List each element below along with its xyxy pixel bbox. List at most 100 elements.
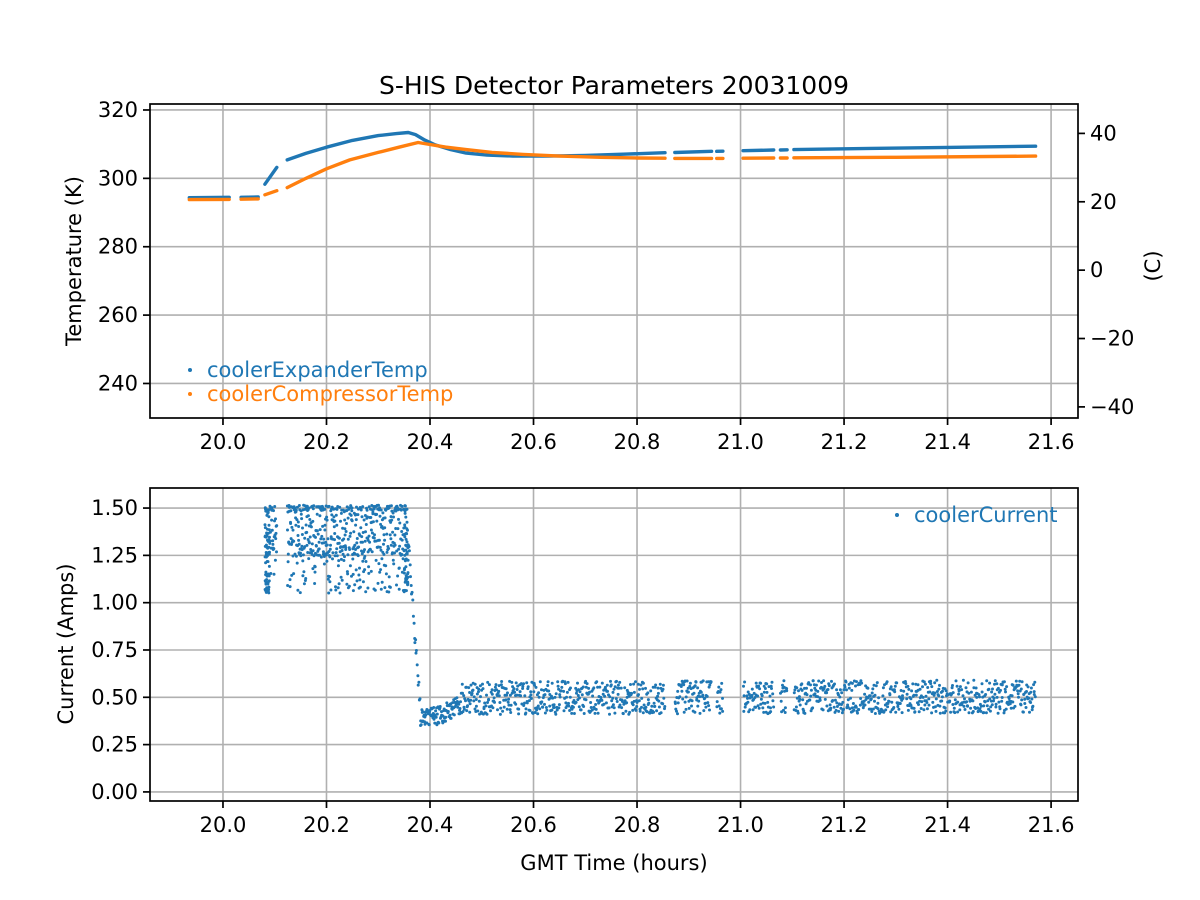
series-line-coolerExpanderTemp (792, 144, 1038, 152)
scatter-point (379, 548, 383, 552)
scatter-point (905, 697, 909, 701)
scatter-point (384, 572, 388, 576)
scatter-point (678, 695, 682, 699)
scatter-point (325, 559, 329, 563)
scatter-point (384, 564, 388, 568)
scatter-point (599, 695, 603, 699)
tick-label: −40 (1090, 395, 1134, 419)
scatter-point (688, 684, 692, 688)
scatter-point (783, 711, 787, 714)
scatter-point (884, 708, 888, 712)
scatter-point (830, 679, 833, 683)
scatter-point (380, 580, 384, 584)
scatter-point (449, 716, 453, 720)
scatter-point (364, 590, 368, 594)
scatter-point (334, 513, 338, 517)
scatter-point (606, 689, 609, 693)
scatter-point (967, 691, 971, 695)
scatter-point (793, 688, 797, 692)
scatter-point (759, 702, 763, 706)
scatter-point (335, 507, 339, 511)
scatter-point (1005, 685, 1009, 689)
scatter-point (566, 680, 570, 684)
scatter-point (937, 687, 941, 691)
scatter-point (492, 696, 496, 700)
scatter-point (342, 537, 346, 541)
scatter-point (893, 690, 897, 694)
scatter-point (286, 528, 289, 532)
scatter-point (673, 702, 677, 705)
scatter-point (873, 699, 876, 703)
scatter-point (509, 703, 513, 707)
scatter-point (580, 693, 584, 697)
scatter-point (925, 707, 929, 711)
scatter-point (406, 558, 410, 562)
scatter-point (295, 505, 299, 509)
scatter-point (924, 694, 928, 698)
scatter-point (618, 703, 622, 707)
scatter-point (612, 687, 616, 691)
scatter-point (753, 696, 757, 699)
scatter-point (403, 523, 407, 527)
scatter-point (302, 570, 306, 574)
scatter-point (341, 526, 345, 530)
scatter-point (611, 696, 615, 700)
scatter-point (623, 686, 627, 690)
scatter-point (398, 544, 402, 548)
scatter-point (702, 709, 706, 713)
scatter-point (617, 686, 621, 690)
tick-label: 21.0 (717, 813, 764, 837)
scatter-point (889, 685, 893, 689)
scatter-point (683, 700, 687, 704)
tick-label: −20 (1090, 327, 1134, 351)
scatter-point (692, 691, 696, 695)
scatter-point (1023, 697, 1027, 701)
scatter-point (574, 686, 578, 690)
scatter-point (529, 697, 533, 700)
scatter-point (1003, 687, 1007, 691)
scatter-point (306, 551, 310, 554)
scatter-point (302, 582, 306, 586)
scatter-point (380, 557, 384, 561)
scatter-point (358, 578, 362, 582)
scatter-point (978, 707, 982, 711)
scatter-point (794, 705, 798, 709)
scatter-point (804, 702, 808, 706)
scatter-point (870, 691, 874, 695)
scatter-point (985, 704, 989, 708)
scatter-point (541, 705, 545, 709)
scatter-point (292, 572, 296, 576)
scatter-point (953, 698, 957, 702)
scatter-point (361, 559, 365, 563)
tick-label: 0.75 (91, 638, 138, 662)
legend-label-coolerCurrent: coolerCurrent (914, 502, 1058, 527)
scatter-point (337, 536, 341, 540)
scatter-point (357, 573, 361, 577)
scatter-point (343, 527, 347, 531)
scatter-point (300, 533, 304, 536)
scatter-point (289, 509, 293, 513)
scatter-point (848, 707, 852, 711)
scatter-point (317, 547, 321, 551)
scatter-point (964, 686, 968, 690)
scatter-point (613, 711, 617, 715)
scatter-point (870, 710, 874, 713)
scatter-point (901, 697, 905, 700)
scatter-point (922, 708, 926, 712)
scatter-point (934, 697, 938, 701)
scatter-point (885, 680, 889, 684)
scatter-point (267, 564, 271, 568)
scatter-point (455, 696, 459, 700)
scatter-point (366, 586, 370, 590)
scatter-point (641, 681, 645, 685)
scatter-point (345, 570, 349, 574)
scatter-point (568, 695, 572, 699)
scatter-point (504, 687, 508, 691)
scatter-point (322, 562, 326, 566)
scatter-point (543, 711, 547, 715)
scatter-point (393, 533, 397, 537)
scatter-point (267, 574, 271, 578)
scatter-point (697, 699, 701, 703)
scatter-point (859, 697, 863, 700)
